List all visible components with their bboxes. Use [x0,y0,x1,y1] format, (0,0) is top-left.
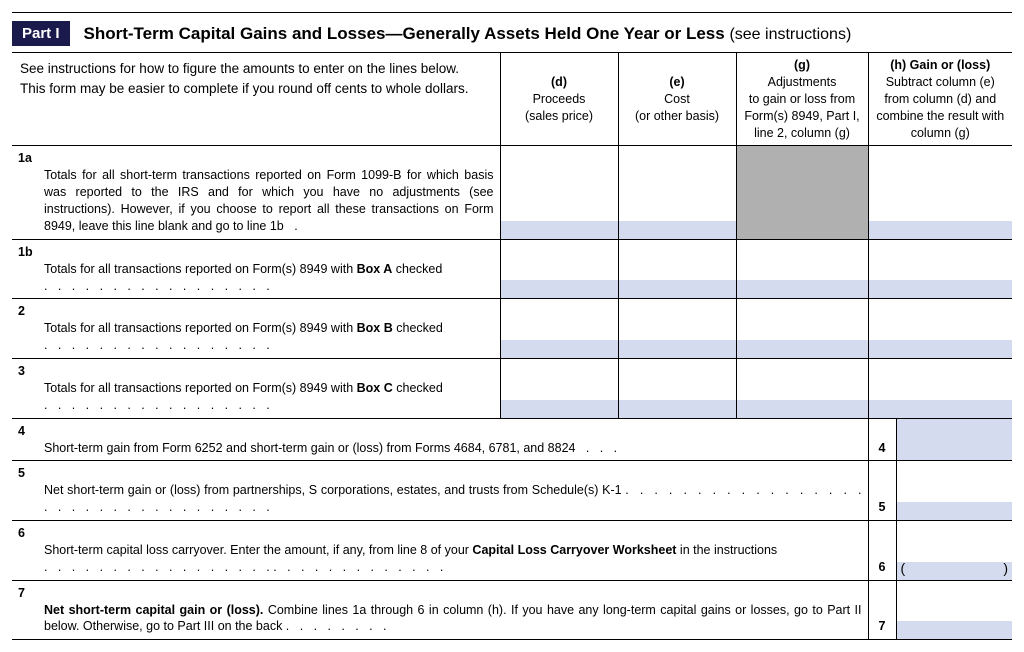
row-5-desc: 5 Net short-term gain or (loss) from par… [12,461,868,521]
row-4-num: 4 [18,423,44,440]
part-title-paren: (see instructions) [729,26,851,43]
row-1b-num: 1b [18,244,44,261]
row-1b-pre: Totals for all transactions reported on … [44,262,357,276]
col-e-head: (e) Cost (or other basis) [618,53,736,146]
row-1a-text: Totals for all short-term transactions r… [44,168,494,233]
row-7: 7 Net short-term capital gain or (loss).… [12,580,1012,640]
header-row: See instructions for how to figure the a… [12,53,1012,146]
row-3-col-g[interactable] [736,359,868,419]
row-1a-col-e[interactable] [618,146,736,239]
row-3-bold: Box C [357,381,393,395]
col-h-head: (h) Gain or (loss) Subtract column (e) f… [868,53,1012,146]
row-1b-col-e[interactable] [618,239,736,299]
row-6-box: 6 [868,521,896,581]
row-4-desc: 4 Short-term gain from Form 6252 and sho… [12,418,868,461]
open-paren: ( [901,559,906,578]
row-3-pre: Totals for all transactions reported on … [44,381,357,395]
row-5-entry[interactable] [896,461,1012,521]
row-4-box: 4 [868,418,896,461]
instructions-l1: See instructions for how to figure the a… [20,61,459,76]
row-1a-col-h[interactable] [868,146,1012,239]
row-6-entry[interactable]: () [896,521,1012,581]
row-3-col-e[interactable] [618,359,736,419]
instructions-l2: This form may be easier to complete if y… [20,81,468,96]
part-header: Part I Short-Term Capital Gains and Loss… [12,13,1012,52]
row-1a-desc: 1a Totals for all short-term transaction… [12,146,500,239]
row-5-box: 5 [868,461,896,521]
row-2-bold: Box B [357,321,393,335]
instructions-cell: See instructions for how to figure the a… [12,53,500,146]
col-e-t1: Cost [664,92,690,106]
row-6-desc: 6 Short-term capital loss carryover. Ent… [12,521,868,581]
col-d-t1: Proceeds [533,92,586,106]
row-3-post: checked [393,381,443,395]
row-6-pre: Short-term capital loss carryover. Enter… [44,543,472,557]
row-7-bold: Net short-term capital gain or (loss). [44,603,263,617]
col-d-letter: (d) [551,75,567,89]
col-g-t1: Adjustments [768,75,837,89]
row-4-text: Short-term gain from Form 6252 and short… [44,441,575,455]
row-3-col-d[interactable] [500,359,618,419]
part-title-bold: Short-Term Capital Gains and Losses—Gene… [84,24,725,43]
row-6: 6 Short-term capital loss carryover. Ent… [12,521,1012,581]
row-4-entry[interactable] [896,418,1012,461]
row-7-entry[interactable] [896,580,1012,640]
col-e-letter: (e) [669,75,684,89]
part-title: Short-Term Capital Gains and Losses—Gene… [84,24,852,44]
row-1a-col-d[interactable] [500,146,618,239]
row-1b-col-d[interactable] [500,239,618,299]
col-d-t2: (sales price) [525,109,593,123]
row-6-num: 6 [18,525,44,542]
row-6-post: in the instructions [676,543,777,557]
col-d-head: (d) Proceeds (sales price) [500,53,618,146]
row-1b: 1b Totals for all transactions reported … [12,239,1012,299]
row-5-num: 5 [18,465,44,482]
row-7-box: 7 [868,580,896,640]
row-4: 4 Short-term gain from Form 6252 and sho… [12,418,1012,461]
row-2-col-d[interactable] [500,299,618,359]
row-7-desc: 7 Net short-term capital gain or (loss).… [12,580,868,640]
row-2-post: checked [393,321,443,335]
row-1b-post: checked [392,262,442,276]
row-1b-col-h[interactable] [868,239,1012,299]
row-1b-bold: Box A [357,262,393,276]
row-7-num: 7 [18,585,44,602]
row-1b-desc: 1b Totals for all transactions reported … [12,239,500,299]
row-1a-col-g [736,146,868,239]
row-2-num: 2 [18,303,44,320]
col-g-head: (g) Adjustments to gain or loss from For… [736,53,868,146]
row-3-col-h[interactable] [868,359,1012,419]
row-3: 3 Totals for all transactions reported o… [12,359,1012,419]
row-2-col-g[interactable] [736,299,868,359]
row-2: 2 Totals for all transactions reported o… [12,299,1012,359]
col-g-t2: to gain or loss from Form(s) 8949, Part … [744,92,859,140]
row-1a-num: 1a [18,150,44,167]
row-2-pre: Totals for all transactions reported on … [44,321,357,335]
row-5: 5 Net short-term gain or (loss) from par… [12,461,1012,521]
row-2-desc: 2 Totals for all transactions reported o… [12,299,500,359]
row-5-text: Net short-term gain or (loss) from partn… [44,483,622,497]
row-1b-col-g[interactable] [736,239,868,299]
row-3-desc: 3 Totals for all transactions reported o… [12,359,500,419]
row-1a: 1a Totals for all short-term transaction… [12,146,1012,239]
row-2-col-e[interactable] [618,299,736,359]
close-paren: ) [1003,559,1008,578]
col-g-letter: (g) [794,58,810,72]
col-e-t2: (or other basis) [635,109,719,123]
form-table: See instructions for how to figure the a… [12,52,1012,640]
row-3-num: 3 [18,363,44,380]
part-badge: Part I [12,21,70,46]
row-6-bold: Capital Loss Carryover Worksheet [472,543,676,557]
row-2-col-h[interactable] [868,299,1012,359]
col-h-letter: (h) Gain or (loss) [890,58,990,72]
col-h-t1: Subtract column (e) from column (d) and … [876,75,1004,140]
